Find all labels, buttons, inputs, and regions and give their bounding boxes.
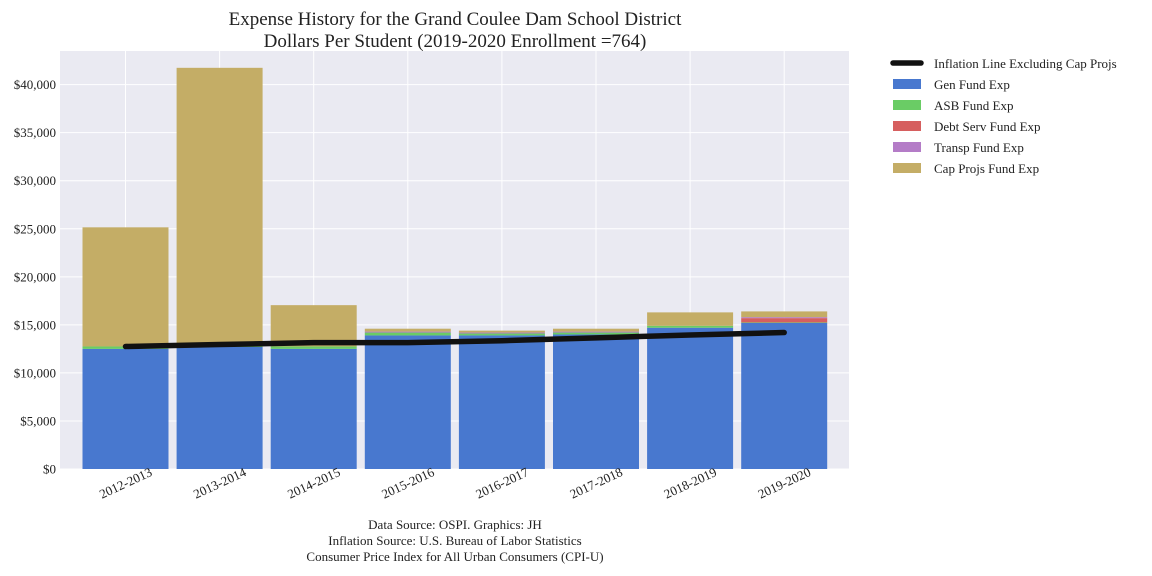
x-tick-label-2015-2016: 2015-2016 [379, 464, 437, 502]
bar-cap-projs-fund-exp-2016-2017 [458, 330, 545, 333]
bar-gen-fund-exp-2013-2014 [176, 346, 263, 469]
x-tick-label-2017-2018: 2017-2018 [567, 464, 624, 501]
x-tick-label-2014-2015: 2014-2015 [285, 464, 342, 501]
bar-asb-fund-exp-2014-2015 [270, 346, 357, 349]
bar-asb-fund-exp-2016-2017 [458, 333, 545, 336]
legend-swatch-cap-projs-fund-exp [893, 163, 921, 173]
bar-gen-fund-exp-2017-2018 [553, 334, 639, 469]
source-note-3: Consumer Price Index for All Urban Consu… [306, 549, 603, 564]
y-tick-label-4: $20,000 [14, 269, 56, 284]
bar-cap-projs-fund-exp-2014-2015 [270, 305, 357, 347]
bar-debt-serv-fund-exp-2019-2020 [741, 318, 828, 323]
legend-label-transp-fund-exp: Transp Fund Exp [934, 140, 1024, 155]
y-tick-label-5: $25,000 [14, 221, 56, 236]
y-tick-label-2: $10,000 [14, 365, 56, 380]
bar-transp-fund-exp-2019-2020 [741, 317, 828, 319]
bar-cap-projs-fund-exp-2015-2016 [364, 328, 451, 332]
y-tick-label-6: $30,000 [14, 173, 56, 188]
bar-transp-fund-exp-2017-2018 [553, 331, 639, 333]
legend-label-debt-serv-fund-exp: Debt Serv Fund Exp [934, 119, 1041, 134]
legend-swatch-debt-serv-fund-exp [893, 121, 921, 131]
source-note-1: Data Source: OSPI. Graphics: JH [368, 517, 542, 532]
bar-transp-fund-exp-2016-2017 [458, 332, 545, 334]
chart-title: Expense History for the Grand Coulee Dam… [229, 9, 682, 30]
x-tick-label-2012-2013: 2012-2013 [97, 464, 154, 501]
bar-transp-fund-exp-2015-2016 [364, 331, 451, 333]
x-tick-label-2016-2017: 2016-2017 [473, 464, 531, 502]
bar-gen-fund-exp-2016-2017 [458, 335, 545, 469]
bar-cap-projs-fund-exp-2017-2018 [553, 328, 639, 332]
source-notes: Data Source: OSPI. Graphics: JH Inflatio… [306, 517, 603, 564]
x-tick-label-2013-2014: 2013-2014 [191, 464, 249, 502]
legend-swatch-gen-fund-exp [893, 79, 921, 89]
bar-asb-fund-exp-2015-2016 [364, 332, 451, 336]
bar-cap-projs-fund-exp-2013-2014 [176, 67, 263, 346]
bar-gen-fund-exp-2014-2015 [270, 348, 357, 469]
bar-gen-fund-exp-2015-2016 [364, 335, 451, 469]
source-note-2: Inflation Source: U.S. Bureau of Labor S… [328, 533, 581, 548]
legend-label-asb-fund-exp: ASB Fund Exp [934, 98, 1013, 113]
bar-asb-fund-exp-2017-2018 [553, 332, 639, 335]
inflation-line-layer [122, 329, 787, 350]
x-axis-ticks: 2012-2013 2013-2014 2014-2015 2015-2016 2016… [97, 464, 813, 502]
y-axis-ticks: $0 $5,000 $10,000 $15,000 $20,000 $25,000 $30,… [14, 77, 56, 476]
bar-cap-projs-fund-exp-2012-2013 [82, 227, 169, 347]
bar-gen-fund-exp-2012-2013 [82, 348, 169, 469]
legend-label-inflation-line: Inflation Line Excluding Cap Projs [934, 56, 1117, 71]
legend: Inflation Line Excluding Cap Projs Gen Fu… [890, 56, 1117, 176]
x-tick-label-2019-2020: 2019-2020 [756, 464, 813, 501]
legend-swatch-asb-fund-exp [893, 100, 921, 110]
x-tick-label-2018-2019: 2018-2019 [661, 464, 718, 501]
y-tick-label-3: $15,000 [14, 317, 56, 332]
legend-swatch-transp-fund-exp [893, 142, 921, 152]
legend-label-cap-projs-fund-exp: Cap Projs Fund Exp [934, 161, 1039, 176]
bar-asb-fund-exp-2018-2019 [647, 325, 734, 328]
bar-cap-projs-fund-exp-2018-2019 [647, 312, 734, 326]
bar-gen-fund-exp-2019-2020 [741, 322, 828, 469]
bars [82, 67, 828, 469]
bar-gen-fund-exp-2018-2019 [647, 327, 734, 469]
y-tick-label-8: $40,000 [14, 77, 56, 92]
bar-cap-projs-fund-exp-2019-2020 [741, 311, 828, 318]
y-tick-label-7: $35,000 [14, 125, 56, 140]
y-tick-label-1: $5,000 [20, 413, 56, 428]
y-tick-label-0: $0 [43, 462, 56, 477]
legend-label-gen-fund-exp: Gen Fund Exp [934, 77, 1010, 92]
inflation-line [122, 329, 787, 350]
chart-subtitle: Dollars Per Student (2019-2020 Enrollmen… [264, 31, 647, 52]
